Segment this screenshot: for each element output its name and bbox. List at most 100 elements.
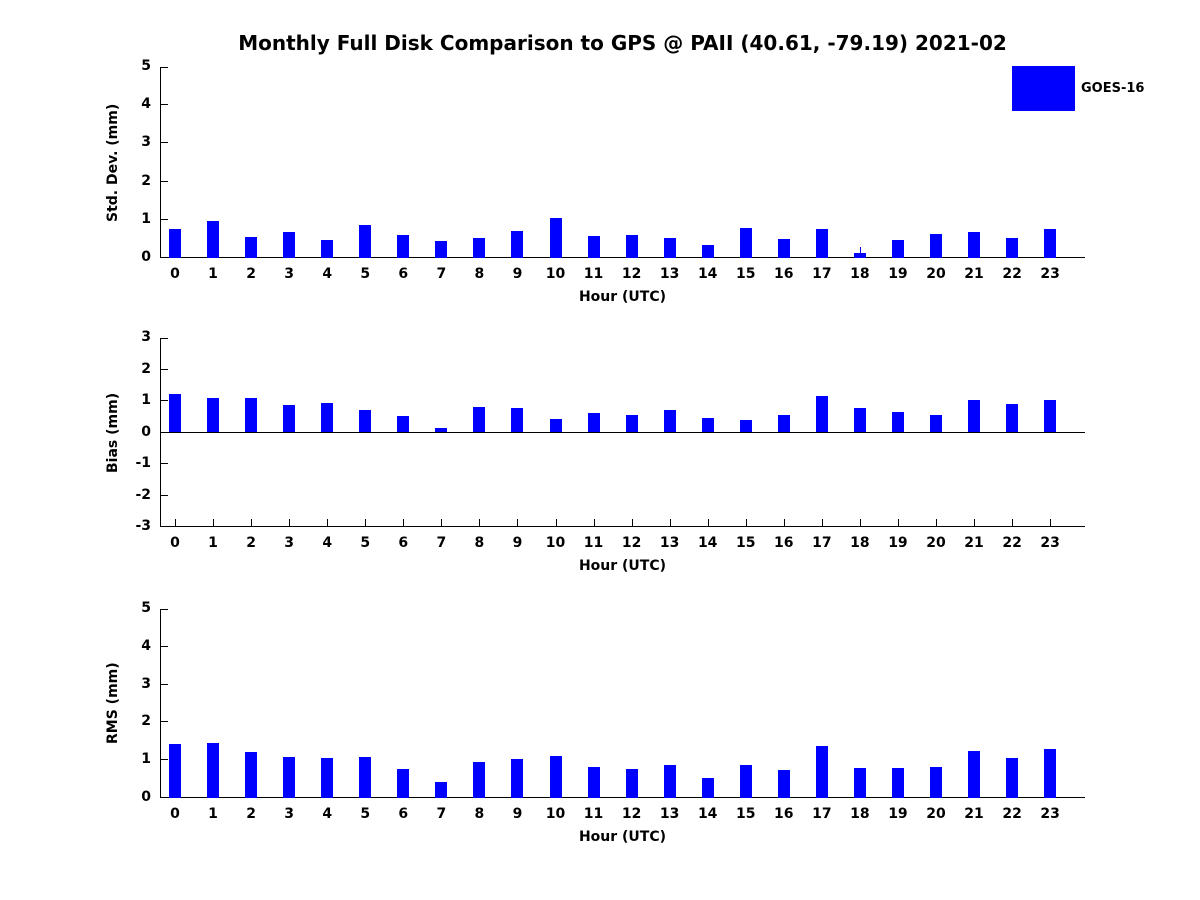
subplot-std-dev: 0 1 2 3 4 5 Std. Dev. (mm) 0 1 2 3 4 5 6 7 8 9 10 11 12 13 14… [105, 59, 1085, 305]
y-axis-spine [160, 338, 161, 527]
bar-hour-13 [663, 764, 676, 798]
x-tick [1012, 519, 1014, 526]
x-tick [441, 519, 443, 526]
bar-hour-3 [283, 756, 296, 798]
bar-hour-2 [245, 397, 258, 433]
x-tick [555, 519, 557, 526]
bar-hour-11 [587, 766, 600, 798]
x-tick-label: 16 [774, 535, 794, 551]
x-axis-label: Hour (UTC) [578, 829, 667, 845]
x-tick-label: 21 [964, 535, 984, 551]
y-tick-label: 2 [141, 713, 151, 730]
y-tick [161, 142, 168, 144]
x-axis-spine [160, 526, 1085, 527]
x-tick-label: 19 [888, 535, 908, 551]
x-tick-label: 10 [545, 535, 566, 551]
x-tick-label: 15 [736, 806, 756, 822]
x-tick [403, 519, 405, 526]
x-tick-label: 20 [926, 266, 946, 282]
x-tick-label: 22 [1002, 806, 1022, 822]
y-tick-label: 1 [141, 751, 151, 768]
x-tick-label: 3 [284, 535, 295, 551]
bar-hour-14 [701, 777, 714, 798]
x-tick-label: 20 [926, 535, 946, 551]
y-tick-label: 4 [141, 637, 151, 654]
bar-hour-22 [1006, 757, 1019, 798]
x-tick [517, 519, 519, 526]
y-tick [161, 67, 168, 68]
x-tick-label: 18 [850, 535, 870, 551]
x-tick [213, 519, 215, 526]
x-tick-label: 7 [436, 266, 447, 282]
bar-hour-20 [930, 766, 942, 798]
bar-hour-7 [435, 241, 448, 258]
bar-hour-23 [1044, 748, 1057, 798]
bar-hour-14 [701, 245, 714, 258]
bar-hour-2 [245, 236, 258, 258]
bar-hour-7 [435, 781, 448, 798]
bar-hour-19 [891, 411, 904, 433]
x-tick-label: 6 [398, 535, 409, 551]
x-tick-label: 1 [208, 266, 218, 282]
x-tick-label: 17 [812, 535, 832, 551]
bar-hour-14 [701, 418, 714, 433]
bar-hour-18 [853, 253, 866, 258]
bar-hour-8 [473, 237, 486, 258]
bar-hour-6 [397, 235, 410, 258]
x-axis-label: Hour (UTC) [578, 289, 667, 305]
x-tick-label: 12 [621, 266, 642, 282]
x-tick-label: 8 [474, 535, 485, 551]
x-tick-label: 23 [1040, 535, 1060, 551]
y-tick [161, 338, 168, 339]
bar-hour-9 [511, 407, 524, 433]
x-tick-label: 16 [774, 806, 794, 822]
y-tick-label: 0 [141, 423, 151, 440]
x-tick-label: 11 [583, 535, 604, 551]
y-tick [161, 180, 168, 182]
y-tick [161, 463, 168, 464]
bar-hour-3 [283, 405, 296, 433]
bar-hour-20 [930, 414, 942, 433]
bar-hour-3 [283, 231, 296, 258]
x-tick-label: 15 [736, 535, 756, 551]
bar-hour-5 [359, 225, 372, 258]
bar-hour-15 [739, 764, 752, 798]
bar-hour-6 [397, 768, 410, 798]
x-tick-label: 19 [888, 806, 908, 822]
x-tick-label: 10 [545, 266, 566, 282]
x-tick-label: 7 [436, 806, 447, 822]
x-tick-label: 13 [659, 806, 680, 822]
y-axis-label: Bias (mm) [105, 392, 121, 473]
x-tick [936, 519, 937, 526]
bar-hour-0 [169, 394, 181, 433]
bar-hour-16 [777, 238, 790, 258]
x-axis-spine [160, 257, 1085, 258]
x-tick-label: 12 [621, 535, 642, 551]
y-tick-label: 3 [141, 675, 151, 692]
bar-hour-13 [663, 238, 676, 258]
x-tick-label: 9 [512, 535, 523, 551]
zero-line [160, 431, 1085, 433]
x-tick [365, 519, 367, 526]
x-tick-label: 5 [360, 266, 371, 282]
chart-title: Monthly Full Disk Comparison to GPS @ PA… [238, 31, 1007, 55]
bar-hour-0 [169, 743, 181, 798]
bar-hour-9 [511, 759, 524, 798]
x-tick [1050, 519, 1052, 526]
x-tick-label: 2 [246, 535, 256, 551]
y-tick-label: 0 [141, 789, 151, 805]
y-tick [161, 645, 168, 647]
bar-hour-19 [891, 768, 904, 798]
y-tick-label: 3 [141, 329, 151, 345]
x-tick-label: 13 [659, 266, 680, 282]
y-tick-label: 5 [141, 58, 151, 74]
x-tick-label: 1 [208, 806, 218, 822]
x-tick-label: 6 [398, 266, 409, 282]
bar-hour-10 [549, 218, 562, 258]
x-tick [175, 519, 176, 526]
x-tick-label: 10 [545, 806, 566, 822]
x-tick-label: 8 [474, 266, 485, 282]
y-tick [161, 218, 168, 220]
bar-hour-6 [397, 416, 410, 433]
y-tick [161, 104, 168, 106]
